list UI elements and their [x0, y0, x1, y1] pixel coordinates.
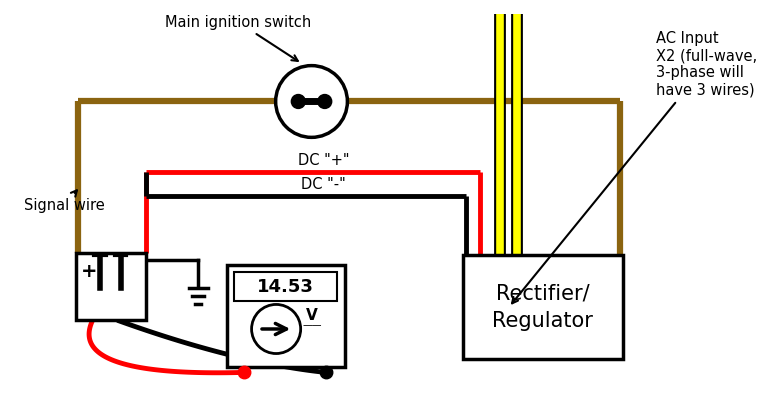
- Circle shape: [292, 95, 305, 108]
- Circle shape: [318, 95, 331, 108]
- Text: ——: ——: [303, 320, 322, 330]
- FancyBboxPatch shape: [462, 255, 623, 359]
- Text: Signal wire: Signal wire: [24, 190, 104, 213]
- FancyBboxPatch shape: [227, 265, 345, 367]
- Text: +: +: [81, 262, 97, 281]
- Circle shape: [252, 305, 300, 354]
- FancyBboxPatch shape: [75, 252, 147, 320]
- Text: Main ignition switch: Main ignition switch: [165, 15, 312, 61]
- Text: Rectifier/
Regulator: Rectifier/ Regulator: [492, 283, 593, 331]
- Text: AC Input
X2 (full-wave,
3-phase will
have 3 wires): AC Input X2 (full-wave, 3-phase will hav…: [512, 31, 757, 303]
- Text: DC "-": DC "-": [301, 177, 346, 192]
- Circle shape: [276, 66, 347, 137]
- FancyBboxPatch shape: [234, 272, 337, 301]
- Text: DC "+": DC "+": [297, 154, 349, 168]
- Text: 14.53: 14.53: [257, 278, 314, 295]
- Text: V: V: [306, 308, 318, 323]
